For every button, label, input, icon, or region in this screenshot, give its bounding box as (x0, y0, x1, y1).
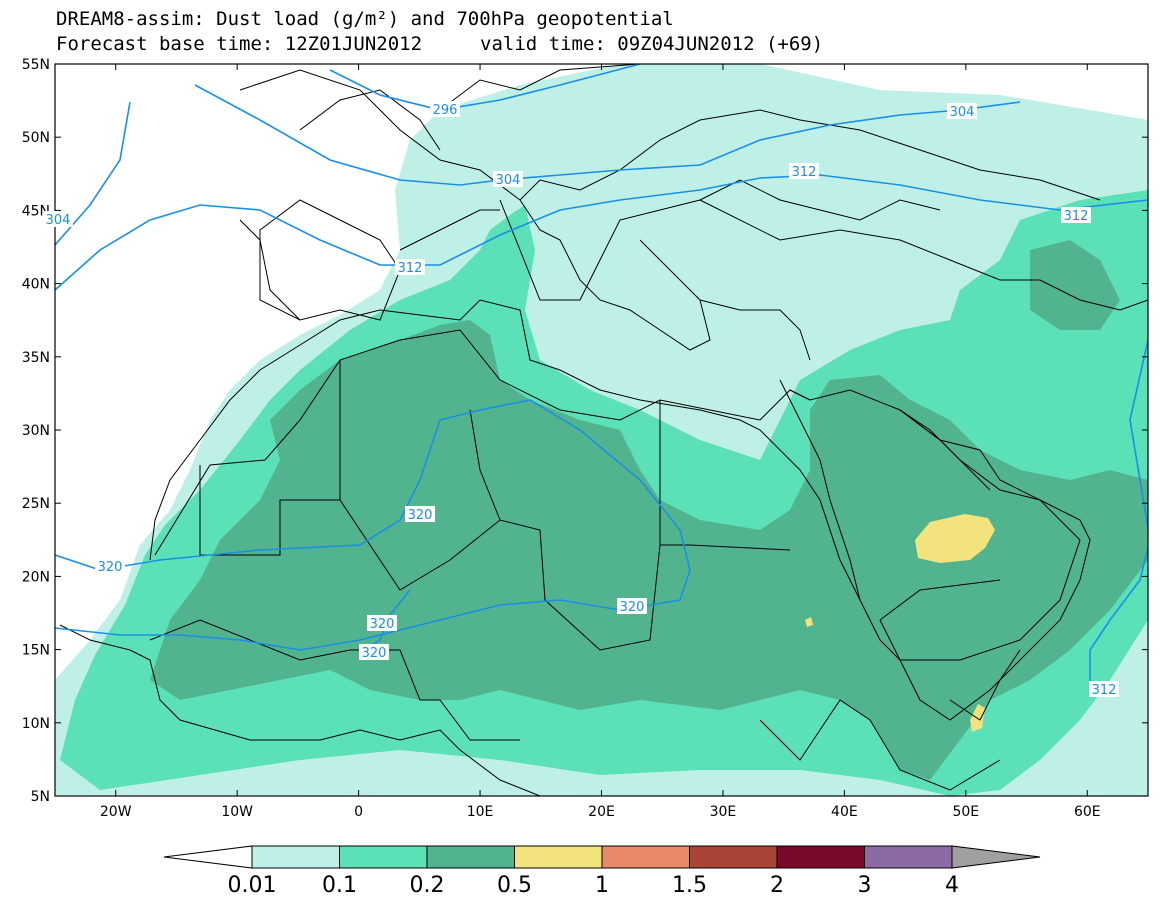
contour-label-bg (430, 101, 460, 117)
dust-area-0-2 (150, 320, 1148, 780)
colorbar-swatch (864, 845, 953, 869)
lon-tick-label: 20E (588, 804, 615, 820)
lat-tick-label: 55N (22, 57, 50, 73)
colorbar-swatch (776, 845, 865, 869)
forecast-base-time: Forecast base time: 12Z01JUN2012 valid ti… (56, 33, 824, 55)
lon-tick-label: 20W (100, 804, 132, 820)
country-boundaries (149, 64, 1148, 791)
lat-tick-label: 5N (31, 789, 50, 805)
contour-label: 296 (433, 103, 458, 118)
colorbar-legend: 0.01 0.1 0.2 0.5 1 1.5 2 3 4 (163, 845, 1041, 898)
latitude-ticks: 55N 50N 45N 40N 35N 30N 25N 20N 15N 10N 5N (22, 57, 1148, 805)
lon-tick-label: 50E (952, 804, 979, 820)
lat-tick-label: 40N (22, 277, 50, 293)
contour-label-bg (367, 615, 397, 631)
contour-label-bg (617, 598, 647, 614)
geopotential-contours (55, 64, 1148, 690)
contour-label-bg (395, 259, 425, 275)
contour-label: 312 (792, 165, 817, 180)
contour-label-bg (1089, 681, 1119, 697)
coastlines (59, 89, 1091, 796)
colorbar-swatch (251, 845, 340, 869)
contour-label-bg (493, 171, 523, 187)
colorbar-level-label: 4 (945, 873, 959, 898)
colorbar-level-label: 1 (595, 873, 609, 898)
contour-label-bg (95, 558, 125, 574)
contour-labels: 296 304 304 304 312 312 312 312 320 320 320 320 320 (43, 101, 1119, 698)
contour-label-bg (405, 506, 435, 522)
colorbar-level-label: 0.1 (322, 873, 357, 898)
contour-label: 304 (950, 105, 975, 120)
lat-tick-label: 30N (22, 423, 50, 439)
dust-area-0-5-ethiopia (805, 617, 813, 627)
contour-label: 320 (408, 508, 433, 523)
colorbar-swatch (514, 845, 603, 869)
contour-label-bg (43, 211, 73, 227)
contour-label: 304 (496, 173, 521, 188)
contour-label-bg (359, 644, 389, 660)
map-title: DREAM8-assim: Dust load (g/m²) and 700hP… (56, 8, 674, 30)
contour-label: 304 (46, 213, 71, 228)
colorbar-swatch (339, 845, 428, 869)
lon-tick-label: 40E (831, 804, 858, 820)
lat-tick-label: 35N (22, 350, 50, 366)
contour-label: 320 (370, 617, 395, 632)
dust-area-0-5 (915, 514, 995, 563)
dust-area-0-2-east (1030, 240, 1120, 330)
contour-label: 312 (398, 261, 423, 276)
lat-tick-label: 50N (22, 130, 50, 146)
lon-tick-label: 0 (354, 804, 363, 820)
colorbar-level-label: 0.01 (228, 873, 277, 898)
colorbar-over-arrow (951, 845, 1041, 869)
colorbar-level-label: 1.5 (672, 873, 707, 898)
contour-label: 312 (1064, 209, 1089, 224)
lon-tick-label: 30E (710, 804, 737, 820)
colorbar-level-label: 0.2 (410, 873, 445, 898)
lat-tick-label: 20N (22, 569, 50, 585)
lon-tick-label: 10W (221, 804, 253, 820)
valid-time: valid time: 09Z04JUN2012 (+69) (480, 33, 824, 55)
lat-tick-label: 25N (22, 496, 50, 512)
lat-tick-label: 45N (22, 203, 50, 219)
lon-tick-label: 60E (1074, 804, 1101, 820)
contour-label-bg (789, 163, 819, 179)
lat-tick-label: 15N (22, 643, 50, 659)
contour-label-bg (947, 103, 977, 119)
colorbar-swatch (601, 845, 690, 869)
longitude-ticks: 20W 10W 0 10E 20E 30E 40E 50E 60E (100, 64, 1101, 820)
contour-label: 320 (620, 600, 645, 615)
lat-tick-label: 10N (22, 716, 50, 732)
contour-label-bg (1061, 207, 1091, 223)
colorbar-level-label: 2 (770, 873, 784, 898)
lon-tick-label: 10E (467, 804, 494, 820)
contour-label: 312 (1092, 683, 1117, 698)
contour-label: 320 (98, 560, 123, 575)
contour-label: 320 (362, 646, 387, 661)
colorbar-level-label: 0.5 (497, 873, 532, 898)
colorbar-swatch (426, 845, 515, 869)
colorbar-level-label: 3 (858, 873, 872, 898)
colorbar-under-arrow (163, 845, 253, 869)
colorbar-swatch (689, 845, 778, 869)
